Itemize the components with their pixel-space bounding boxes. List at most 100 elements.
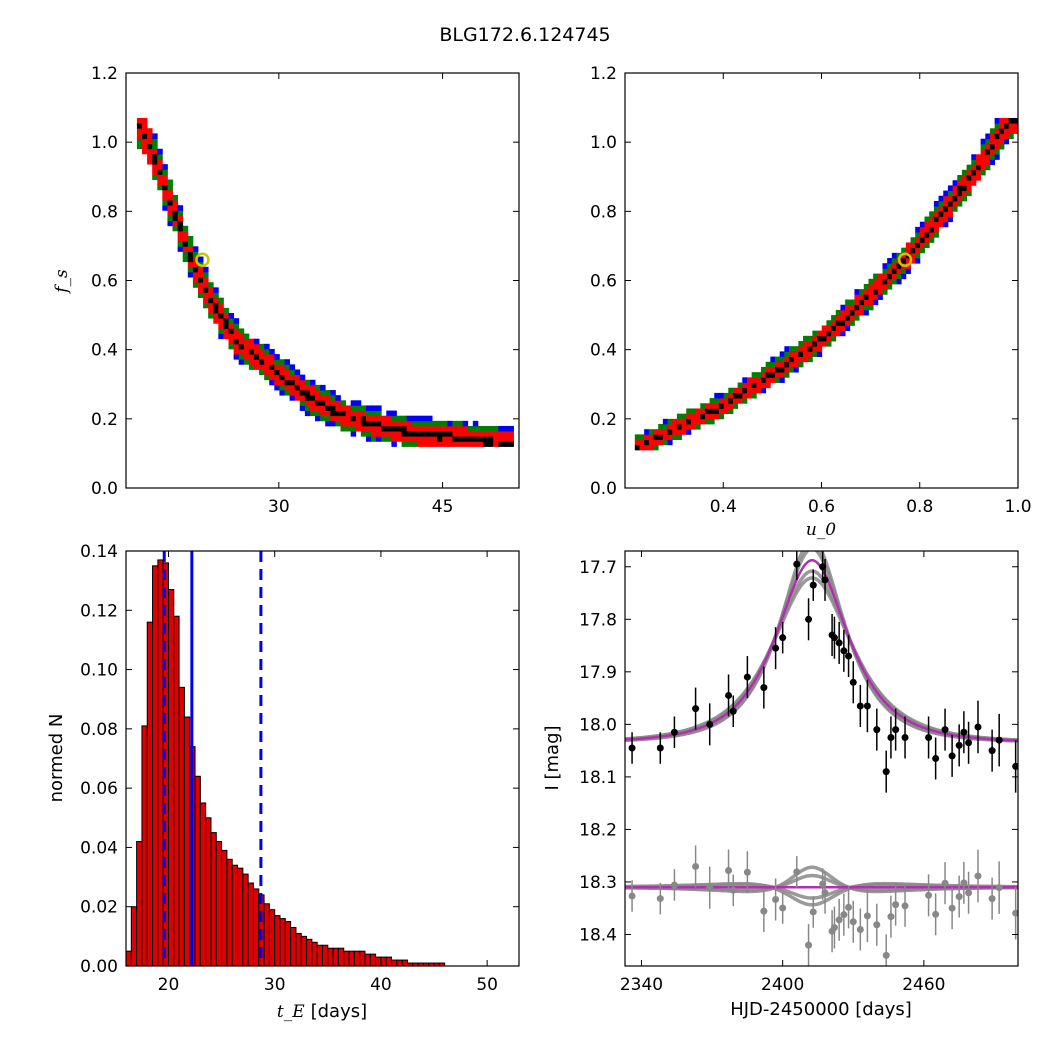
cell-2sigma	[233, 348, 240, 355]
cell-3sigma	[798, 341, 804, 347]
cell-3sigma	[980, 143, 986, 150]
cell-2sigma	[218, 318, 224, 324]
cell-1sigma	[488, 441, 494, 447]
cell-4sigma	[994, 117, 1000, 124]
cell-2sigma	[672, 418, 678, 425]
cell-2sigma	[432, 436, 438, 442]
cell-2sigma	[264, 359, 270, 365]
residual-point	[793, 868, 801, 876]
cell-3sigma	[208, 282, 214, 288]
cell-2sigma	[284, 374, 291, 381]
cell-2sigma	[289, 374, 296, 381]
y-tick-label: 18.2	[579, 820, 617, 840]
cell-2sigma	[798, 356, 804, 363]
cell-3sigma	[197, 292, 204, 299]
cell-1sigma	[223, 318, 229, 324]
cell-3sigma	[238, 354, 245, 360]
cell-1sigma	[167, 200, 173, 206]
cell-2sigma	[142, 138, 148, 145]
cell-2sigma	[142, 143, 148, 150]
cell-2sigma	[985, 154, 991, 160]
cell-3sigma	[233, 323, 240, 329]
cell-2sigma	[746, 387, 753, 394]
cell-2sigma	[172, 220, 179, 227]
cell-4sigma	[891, 252, 897, 259]
data-point	[960, 728, 968, 736]
y-tick-label: 0.04	[80, 838, 118, 858]
cell-3sigma	[365, 431, 372, 437]
cell-3sigma	[639, 434, 645, 440]
cell-2sigma	[259, 348, 265, 355]
cell-4sigma	[233, 318, 240, 324]
cell-3sigma	[704, 418, 710, 425]
cell-3sigma	[947, 190, 953, 197]
cell-4sigma	[350, 431, 357, 437]
cell-2sigma	[147, 128, 153, 134]
cell-3sigma	[999, 143, 1005, 150]
cell-2sigma	[498, 436, 504, 442]
cell-2sigma	[401, 436, 408, 442]
cell-2sigma	[999, 138, 1005, 145]
cell-4sigma	[840, 304, 846, 311]
cell-2sigma	[938, 206, 944, 212]
cell-2sigma	[854, 309, 860, 316]
cell-4sigma	[289, 395, 296, 401]
cell-2sigma	[248, 354, 255, 360]
cell-4sigma	[269, 379, 275, 386]
residual-point	[960, 879, 968, 887]
cell-3sigma	[213, 292, 219, 299]
cell-1sigma	[859, 299, 865, 306]
histogram-bar	[401, 959, 408, 966]
cell-3sigma	[299, 400, 306, 406]
cell-4sigma	[391, 441, 397, 447]
cell-3sigma	[467, 425, 474, 432]
cell-1sigma	[742, 387, 748, 394]
cell-4sigma	[213, 287, 219, 293]
cell-2sigma	[859, 309, 865, 316]
cell-3sigma	[228, 318, 235, 324]
cell-3sigma	[784, 351, 790, 357]
cell-4sigma	[793, 366, 799, 373]
cell-1sigma	[919, 237, 925, 243]
cell-2sigma	[233, 333, 240, 340]
cell-3sigma	[798, 361, 804, 368]
cell-3sigma	[789, 366, 795, 373]
histogram-bar	[268, 909, 276, 966]
cell-1sigma	[999, 128, 1005, 134]
cell-2sigma	[345, 420, 352, 427]
data-point	[845, 652, 853, 660]
cell-2sigma	[807, 341, 813, 347]
histogram-bar	[364, 953, 371, 966]
cell-1sigma	[985, 149, 991, 155]
cell-1sigma	[299, 390, 306, 396]
histogram-bar	[311, 941, 318, 966]
data-point	[965, 739, 973, 747]
residual-point	[821, 889, 829, 897]
cell-2sigma	[756, 382, 762, 389]
cell-2sigma	[639, 439, 645, 446]
cell-1sigma	[714, 408, 720, 415]
cell-2sigma	[259, 354, 265, 360]
cell-2sigma	[784, 366, 790, 373]
cell-2sigma	[330, 415, 336, 422]
cell-1sigma	[360, 420, 367, 427]
cell-3sigma	[167, 215, 173, 222]
cell-2sigma	[472, 441, 479, 447]
cell-3sigma	[371, 436, 377, 442]
cell-2sigma	[503, 436, 509, 442]
cell-3sigma	[676, 413, 682, 420]
cell-1sigma	[238, 343, 245, 350]
cell-3sigma	[667, 418, 673, 425]
cell-1sigma	[901, 258, 907, 264]
cell-1sigma	[386, 425, 392, 432]
cell-3sigma	[320, 390, 326, 396]
cell-2sigma	[812, 335, 818, 342]
cell-1sigma	[840, 320, 846, 326]
cell-3sigma	[812, 351, 818, 357]
data-point	[863, 702, 871, 710]
cell-3sigma	[289, 369, 296, 376]
cell-3sigma	[961, 169, 967, 176]
cell-3sigma	[411, 420, 418, 427]
cell-1sigma	[845, 315, 851, 321]
cell-1sigma	[177, 225, 184, 232]
